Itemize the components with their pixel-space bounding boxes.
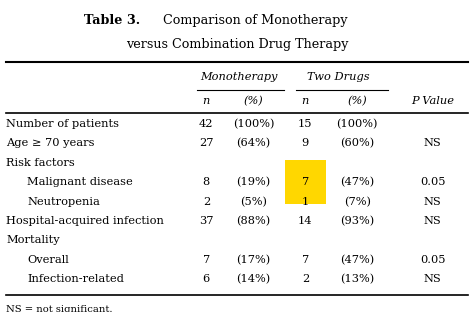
Text: 7: 7 [302, 177, 309, 187]
Text: (93%): (93%) [340, 216, 374, 226]
Text: Risk factors: Risk factors [6, 158, 75, 168]
Text: 0.05: 0.05 [420, 177, 445, 187]
Text: n: n [301, 96, 309, 106]
Text: Infection-related: Infection-related [27, 274, 124, 284]
Text: (47%): (47%) [340, 255, 374, 265]
Text: 42: 42 [199, 119, 214, 129]
Text: (88%): (88%) [237, 216, 271, 226]
Text: versus Combination Drug Therapy: versus Combination Drug Therapy [126, 38, 348, 51]
Text: (100%): (100%) [337, 119, 378, 129]
Text: 2: 2 [203, 197, 210, 207]
Text: NS: NS [424, 139, 441, 149]
Text: (7%): (7%) [344, 197, 371, 207]
Text: NS = not significant.: NS = not significant. [6, 305, 113, 312]
Text: (60%): (60%) [340, 138, 374, 149]
Text: NS: NS [424, 197, 441, 207]
Text: (13%): (13%) [340, 274, 374, 284]
Text: (64%): (64%) [237, 138, 271, 149]
Text: Two Drugs: Two Drugs [307, 72, 370, 82]
Text: 8: 8 [203, 177, 210, 187]
Text: Comparison of Monotherapy: Comparison of Monotherapy [151, 13, 348, 27]
Text: 0.05: 0.05 [420, 255, 445, 265]
Text: Table 3.: Table 3. [84, 13, 140, 27]
Text: Hospital-acquired infection: Hospital-acquired infection [6, 216, 164, 226]
Text: Number of patients: Number of patients [6, 119, 119, 129]
Text: 15: 15 [298, 119, 312, 129]
Text: (%): (%) [347, 96, 367, 106]
Text: 7: 7 [302, 255, 309, 265]
Text: 14: 14 [298, 216, 312, 226]
Text: Overall: Overall [27, 255, 69, 265]
Text: (19%): (19%) [237, 177, 271, 188]
Text: 9: 9 [302, 139, 309, 149]
Text: (17%): (17%) [237, 255, 271, 265]
Text: Malignant disease: Malignant disease [27, 177, 133, 187]
Text: 2: 2 [302, 274, 309, 284]
Text: n: n [203, 96, 210, 106]
Text: 1: 1 [302, 197, 309, 207]
Text: 6: 6 [203, 274, 210, 284]
Text: NS: NS [424, 274, 441, 284]
Text: Age ≥ 70 years: Age ≥ 70 years [6, 139, 95, 149]
Text: Mortality: Mortality [6, 236, 60, 246]
Text: 27: 27 [199, 139, 214, 149]
Text: (5%): (5%) [240, 197, 267, 207]
Text: Neutropenia: Neutropenia [27, 197, 100, 207]
Text: NS: NS [424, 216, 441, 226]
Text: (14%): (14%) [237, 274, 271, 284]
Text: 7: 7 [203, 255, 210, 265]
Text: (47%): (47%) [340, 177, 374, 188]
Text: 37: 37 [199, 216, 214, 226]
Text: (100%): (100%) [233, 119, 274, 129]
Text: (%): (%) [244, 96, 264, 106]
Text: P Value: P Value [411, 96, 454, 106]
Text: Monotherapy: Monotherapy [201, 72, 278, 82]
